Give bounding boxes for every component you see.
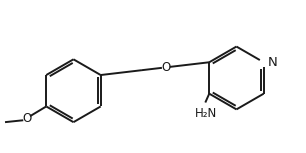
Text: O: O (22, 112, 31, 125)
Text: O: O (161, 61, 170, 74)
Text: N: N (267, 56, 277, 69)
Text: H₂N: H₂N (195, 107, 218, 120)
